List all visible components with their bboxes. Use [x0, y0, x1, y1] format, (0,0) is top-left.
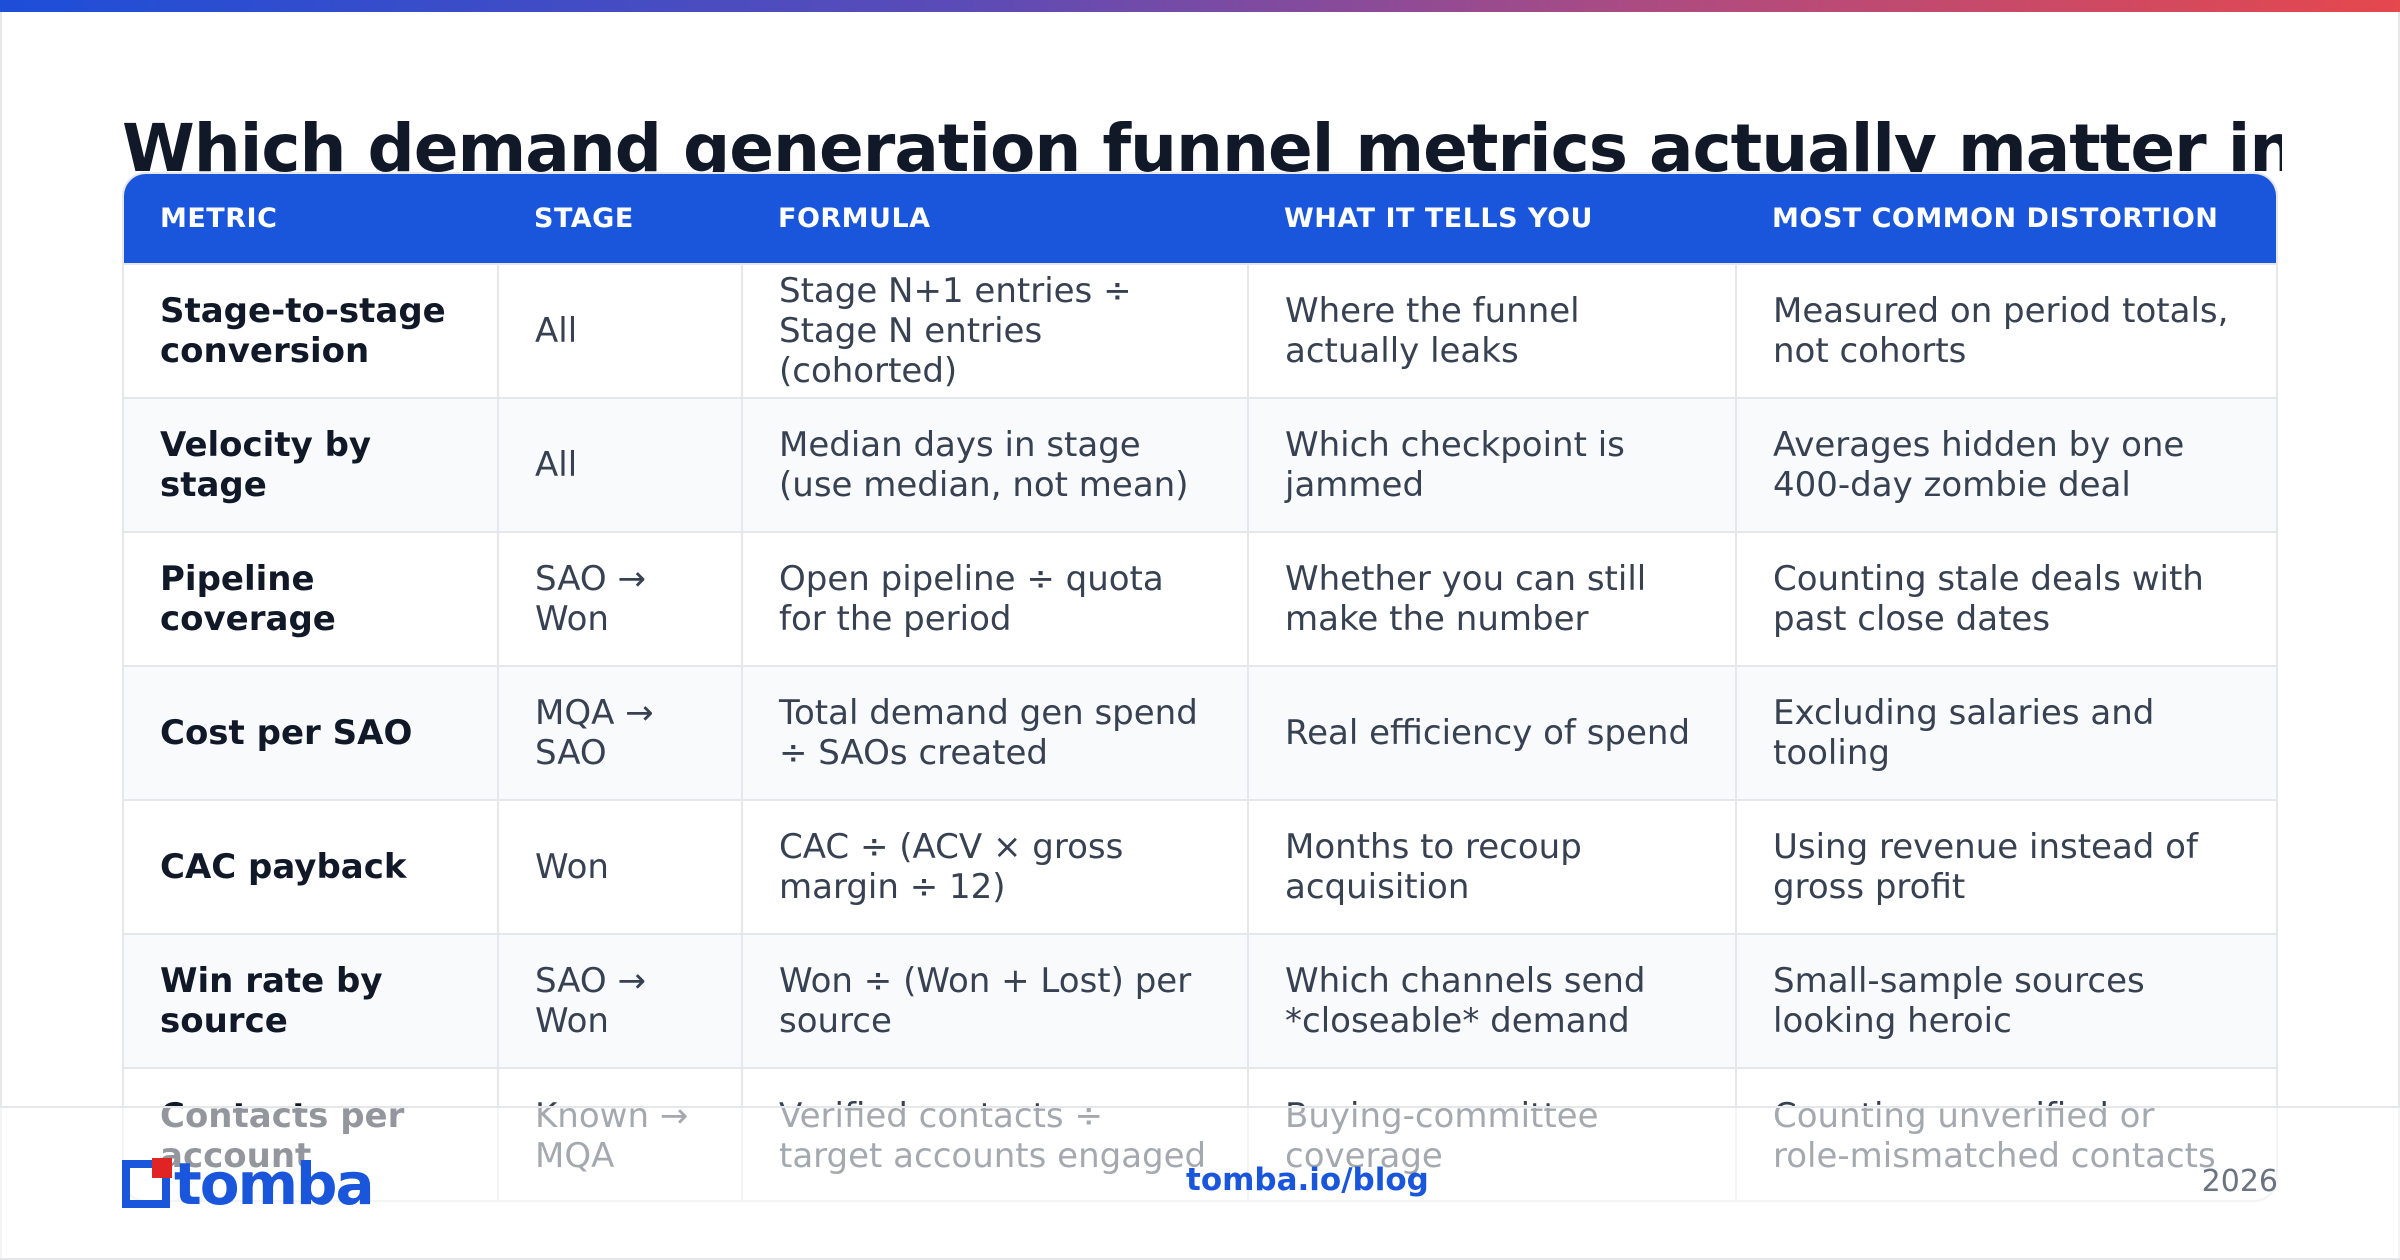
page-frame — [0, 12, 2400, 1260]
stage-cell: All — [498, 263, 743, 398]
blog-link[interactable]: tomba.io/blog — [1186, 1162, 1429, 1198]
stage-cell: Won — [498, 799, 743, 934]
table-row: Stage-to-stage conversion All Stage N+1 … — [124, 263, 2276, 398]
table-row: Win rate by source SAO → Won Won ÷ (Won … — [124, 933, 2276, 1068]
insight-cell: Which checkpoint is jammed — [1248, 397, 1737, 532]
formula-cell: Total demand gen spend ÷ SAOs created — [742, 665, 1249, 800]
metric-cell: Cost per SAO — [124, 665, 499, 800]
stage-cell: SAO → Won — [498, 933, 743, 1068]
insight-cell: Which channels send *closeable* demand — [1248, 933, 1737, 1068]
distortion-cell: Counting stale deals with past close dat… — [1736, 531, 2276, 666]
metric-cell: Velocity by stage — [124, 397, 499, 532]
metrics-table-card: METRIC STAGE FORMULA WHAT IT TELLS YOU M… — [122, 172, 2278, 1202]
footer-bar — [0, 1106, 2400, 1258]
tomba-logo[interactable]: tomba — [122, 1150, 375, 1218]
table-row: Velocity by stage All Median days in sta… — [124, 397, 2276, 532]
metric-cell: Stage-to-stage conversion — [124, 263, 499, 398]
metric-cell: Pipeline coverage — [124, 531, 499, 666]
insight-cell: Where the funnel actually leaks — [1248, 263, 1737, 398]
header-stage: STAGE — [498, 174, 742, 264]
logo-text: tomba — [174, 1150, 375, 1218]
table-row: Pipeline coverage SAO → Won Open pipelin… — [124, 531, 2276, 666]
stage-cell: SAO → Won — [498, 531, 743, 666]
table-row: CAC payback Won CAC ÷ (ACV × gross margi… — [124, 799, 2276, 934]
insight-cell: Months to recoup acquisition — [1248, 799, 1737, 934]
title-container: Which demand generation funnel metrics a… — [122, 108, 2282, 178]
header-formula: FORMULA — [742, 174, 1248, 264]
formula-cell: CAC ÷ (ACV × gross margin ÷ 12) — [742, 799, 1249, 934]
page-title: Which demand generation funnel metrics a… — [122, 110, 2282, 178]
footer-year: 2026 — [2201, 1164, 2278, 1199]
distortion-cell: Measured on period totals, not cohorts — [1736, 263, 2276, 398]
distortion-cell: Averages hidden by one 400-day zombie de… — [1736, 397, 2276, 532]
insight-cell: Whether you can still make the number — [1248, 531, 1737, 666]
formula-cell: Won ÷ (Won + Lost) per source — [742, 933, 1249, 1068]
tomba-logo-icon — [122, 1158, 172, 1208]
header-what-it-tells-you: WHAT IT TELLS YOU — [1248, 174, 1736, 264]
stage-cell: All — [498, 397, 743, 532]
header-most-common-distortion: MOST COMMON DISTORTION — [1736, 174, 2276, 264]
header-metric: METRIC — [124, 174, 498, 264]
stage-cell: MQA → SAO — [498, 665, 743, 800]
distortion-cell: Small-sample sources looking heroic — [1736, 933, 2276, 1068]
metrics-table: METRIC STAGE FORMULA WHAT IT TELLS YOU M… — [124, 174, 2276, 1200]
metric-cell: CAC payback — [124, 799, 499, 934]
insight-cell: Real efficiency of spend — [1248, 665, 1737, 800]
distortion-cell: Using revenue instead of gross profit — [1736, 799, 2276, 934]
table-header-row: METRIC STAGE FORMULA WHAT IT TELLS YOU M… — [124, 174, 2276, 264]
distortion-cell: Excluding salaries and tooling — [1736, 665, 2276, 800]
metric-cell: Win rate by source — [124, 933, 499, 1068]
formula-cell: Median days in stage (use median, not me… — [742, 397, 1249, 532]
top-gradient-bar — [0, 0, 2400, 12]
table-row: Cost per SAO MQA → SAO Total demand gen … — [124, 665, 2276, 800]
formula-cell: Stage N+1 entries ÷ Stage N entries (coh… — [742, 263, 1249, 398]
formula-cell: Open pipeline ÷ quota for the period — [742, 531, 1249, 666]
